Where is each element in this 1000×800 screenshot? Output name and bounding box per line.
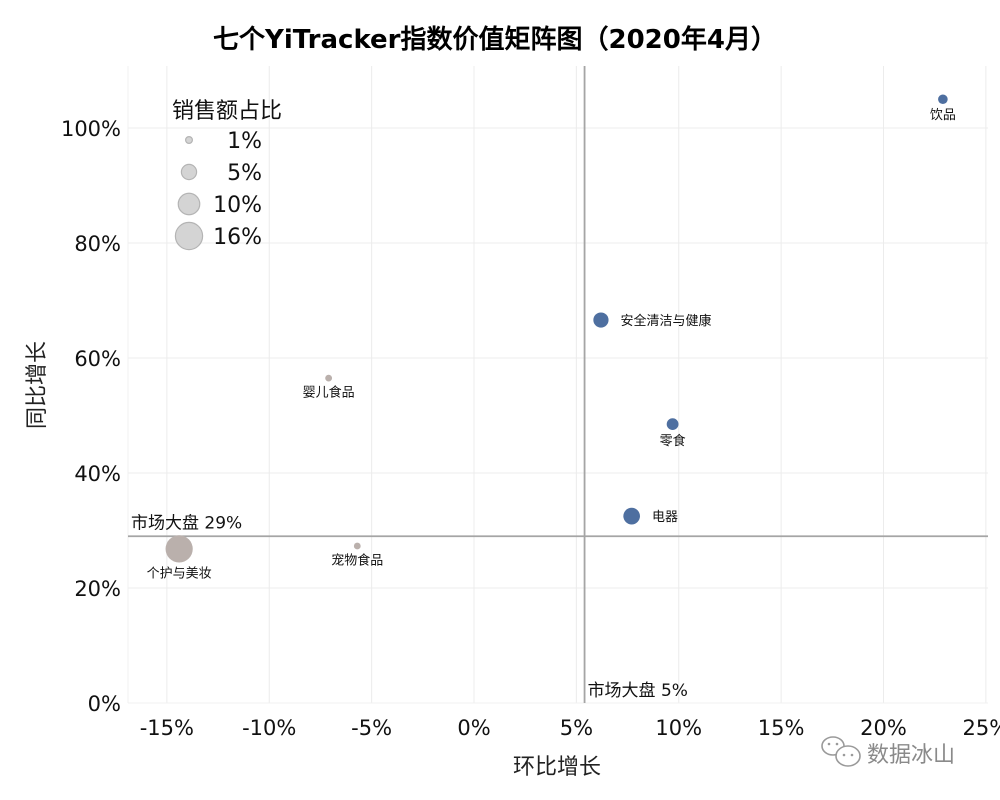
data-point[interactable] <box>623 507 640 525</box>
data-point[interactable] <box>938 94 948 105</box>
data-point[interactable] <box>165 535 193 563</box>
data-point-label: 电器 <box>652 510 678 525</box>
y-tick-label: 20% <box>74 577 121 601</box>
data-point[interactable] <box>325 374 333 382</box>
reference-lines: 市场大盘 5% 市场大盘 29% <box>128 66 988 703</box>
x-axis-title: 环比增长 <box>513 755 601 780</box>
x-tick-label: 20% <box>860 716 907 740</box>
x-tick-label: 10% <box>655 716 702 740</box>
x-tick-label: 15% <box>758 716 805 740</box>
x-tick-label: -10% <box>242 716 296 740</box>
legend-size-marker <box>177 192 201 216</box>
data-point-label: 个护与美妆 <box>147 567 212 582</box>
legend-size-label: 1% <box>227 129 262 154</box>
y-tick-label: 40% <box>74 462 121 486</box>
legend-size-marker <box>185 136 194 145</box>
data-point-label: 宠物食品 <box>331 552 383 568</box>
market-reference-label-x: 市场大盘 5% <box>588 681 688 701</box>
legend-size-marker <box>180 163 198 181</box>
y-axis-ticks: 0% 20% 40% 60% 80% 100% <box>61 117 121 716</box>
y-tick-label: 0% <box>88 692 121 716</box>
chart-title: 七个YiTracker指数价值矩阵图（2020年4月） <box>213 24 777 55</box>
legend-size-label: 5% <box>227 161 262 186</box>
data-point[interactable] <box>593 312 609 328</box>
data-point[interactable] <box>666 418 679 431</box>
legend-size-label: 10% <box>213 193 262 218</box>
x-axis-ticks: -15% -10% -5% 0% 5% 10% 15% 20% 25% <box>140 716 1000 740</box>
data-point[interactable] <box>353 542 361 550</box>
y-tick-label: 100% <box>61 117 121 141</box>
y-tick-label: 80% <box>74 232 121 256</box>
market-reference-label-y: 市场大盘 29% <box>131 513 242 533</box>
data-point-label: 饮品 <box>930 108 956 123</box>
x-tick-label: -15% <box>140 716 194 740</box>
legend-title: 销售额占比 <box>172 99 282 124</box>
size-legend: 销售额占比 1% 5% 10% 16% <box>172 99 282 251</box>
watermark: 数据冰山 <box>821 736 955 768</box>
legend-size-marker <box>174 221 204 251</box>
y-tick-label: 60% <box>74 347 121 371</box>
x-tick-label: 25% <box>963 716 1000 740</box>
y-axis-title: 同比增长 <box>25 341 50 429</box>
wechat-icon <box>821 736 861 767</box>
data-point-label: 安全清洁与健康 <box>621 313 712 329</box>
gridlines <box>127 66 988 704</box>
x-tick-label: 0% <box>457 716 490 740</box>
data-point-label: 婴儿食品 <box>303 385 355 401</box>
legend-size-label: 16% <box>213 225 262 250</box>
data-point-label: 零食 <box>660 433 686 449</box>
x-tick-label: -5% <box>351 716 392 740</box>
x-tick-label: 5% <box>560 716 593 740</box>
watermark-text: 数据冰山 <box>867 743 955 768</box>
